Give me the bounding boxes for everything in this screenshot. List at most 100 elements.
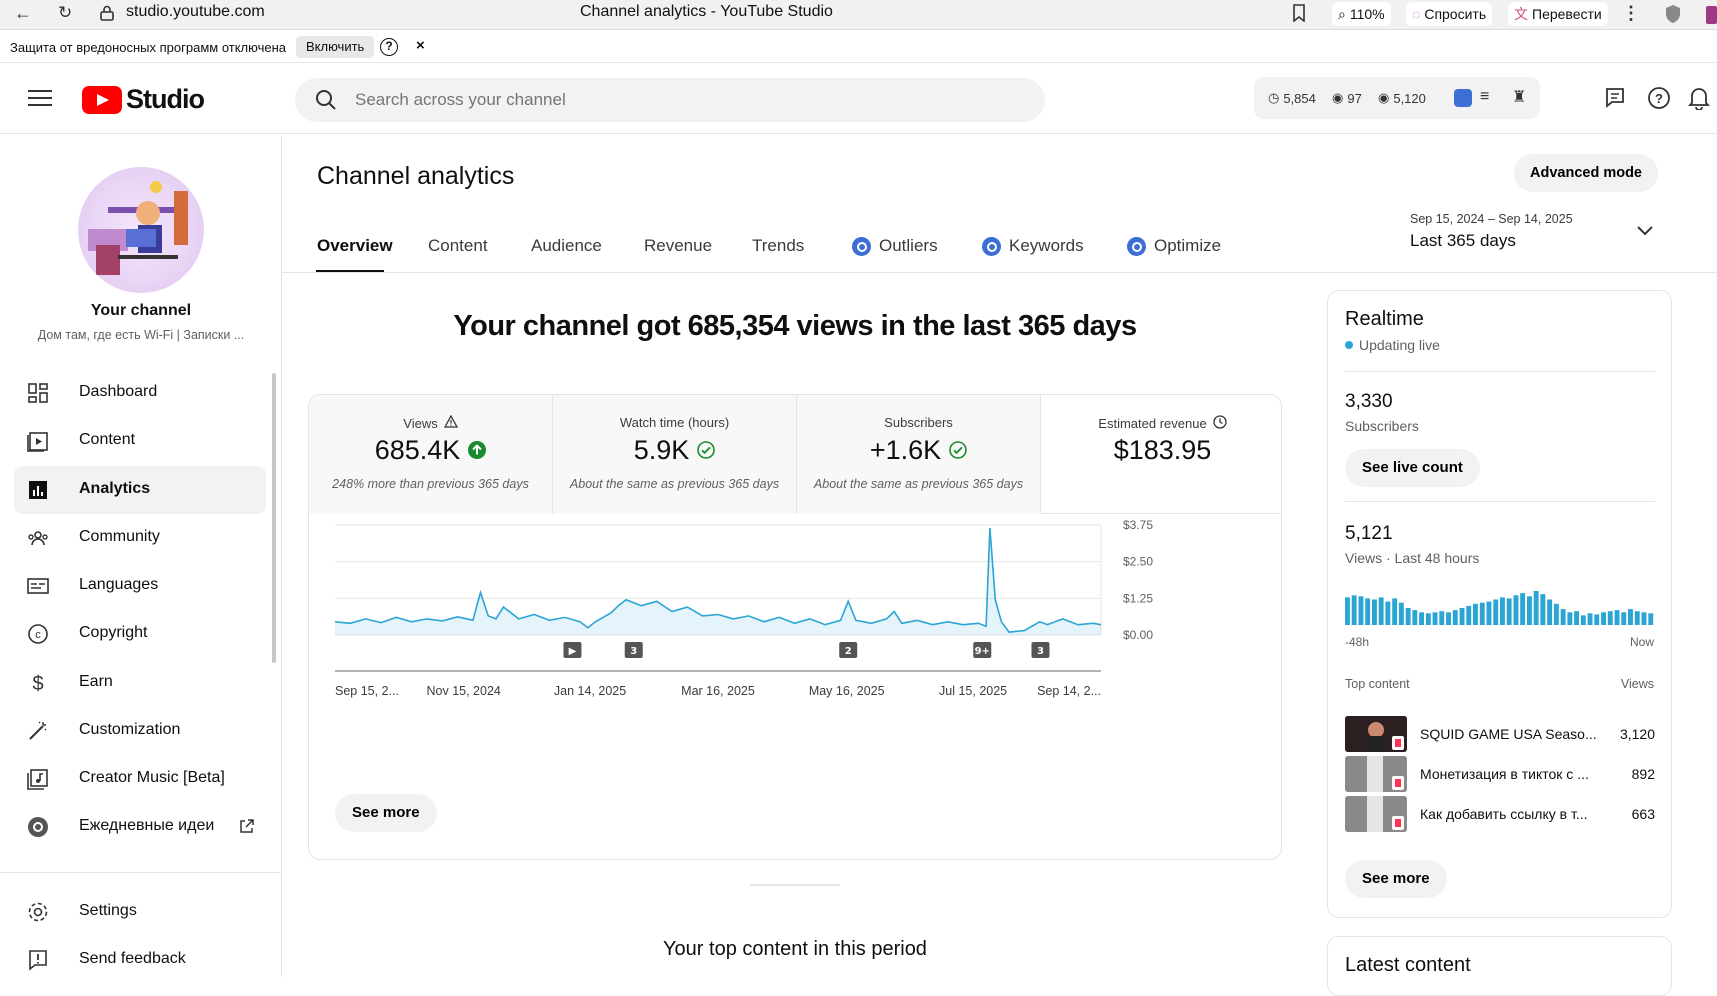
realtime-bar [1533, 591, 1539, 625]
tab-optimize[interactable]: Optimize [1127, 236, 1221, 256]
sidebar-item-customization[interactable]: Customization [14, 707, 266, 755]
x-tick-label: Jul 15, 2025 [939, 684, 1007, 698]
sidebar-item-feedback[interactable]: Send feedback [14, 936, 266, 984]
search-input[interactable] [355, 78, 1015, 122]
x-tick-label: Mar 16, 2025 [681, 684, 755, 698]
vidiq-icon[interactable] [1454, 89, 1472, 107]
realtime-bar [1385, 601, 1391, 625]
timeline-marker-label: 9+ [975, 646, 990, 657]
realtime-bar [1486, 601, 1492, 625]
realtime-bar [1500, 597, 1505, 625]
ask-button[interactable]: ◌ Спросить [1406, 2, 1493, 26]
enable-button[interactable]: Включить [296, 36, 375, 58]
realtime-see-more-button[interactable]: See more [1345, 860, 1447, 898]
tab-outliers[interactable]: Outliers [852, 236, 938, 256]
section-divider [750, 884, 840, 886]
realtime-bar [1405, 608, 1411, 625]
sidebar-item-earn[interactable]: $ Earn [14, 659, 266, 707]
sidebar-item-content[interactable]: Content [14, 417, 266, 465]
active-tab-indicator [316, 270, 384, 273]
page-title: Channel analytics [317, 162, 515, 190]
tab-content[interactable]: Content [428, 236, 488, 255]
watch-stat: ◷ 5,854 [1268, 90, 1316, 106]
search-bar[interactable] [295, 78, 1045, 122]
creator-music-icon [26, 767, 50, 791]
realtime-divider [1345, 501, 1655, 502]
timeline-marker-label: 3 [1037, 646, 1044, 657]
address-bar[interactable]: studio.youtube.com [126, 3, 265, 20]
timeline-marker [839, 642, 858, 658]
tab-audience[interactable]: Audience [531, 236, 602, 255]
metric-watch-time[interactable]: Watch time (hours) 5.9K About the same a… [553, 395, 796, 514]
top-content-item[interactable]: Монетизация в тикток с ... 892 [1345, 756, 1655, 792]
channel-avatar[interactable] [78, 167, 204, 293]
help-icon[interactable]: ? [380, 38, 398, 56]
date-range-picker[interactable]: Sep 15, 2024 – Sep 14, 2025 Last 365 day… [1410, 212, 1573, 251]
chevron-down-icon[interactable] [1636, 224, 1654, 242]
studio-logo[interactable]: Studio [82, 84, 205, 115]
list-icon[interactable]: ≡ [1480, 88, 1490, 105]
realtime-bar [1587, 613, 1593, 625]
top-content-item[interactable]: SQUID GAME USA Seaso... 3,120 [1345, 716, 1655, 752]
sidebar-item-ideas[interactable]: Ежедневные идеи [14, 803, 266, 851]
video-thumbnail [1345, 716, 1407, 752]
menu-icon[interactable] [28, 90, 52, 108]
sidebar-item-community[interactable]: Community [14, 514, 266, 562]
sidebar-item-languages[interactable]: Languages [14, 562, 266, 610]
sidebar: Your channel Дом там, где есть Wi-Fi | З… [0, 135, 282, 977]
sidebar-item-copyright[interactable]: c Copyright [14, 610, 266, 658]
tab-trends[interactable]: Trends [752, 236, 805, 255]
metric-subscribers[interactable]: Subscribers +1.6K About the same as prev… [797, 395, 1040, 514]
sidebar-item-settings[interactable]: Settings [14, 888, 266, 936]
realtime-bar [1567, 612, 1573, 625]
analytics-icon [26, 478, 50, 502]
timeline-marker-label: ▶ [569, 646, 577, 657]
tab-revenue[interactable]: Revenue [644, 236, 713, 255]
trophy-icon[interactable]: ♜ [1512, 89, 1527, 106]
see-more-button[interactable]: See more [335, 794, 437, 832]
shield-icon[interactable] [1664, 4, 1682, 29]
comment-icon[interactable] [1604, 86, 1626, 113]
metric-views[interactable]: Views 685.4K 248% more than previous 365… [309, 395, 552, 514]
copyright-icon: c [26, 622, 50, 646]
see-live-count-button[interactable]: See live count [1345, 449, 1480, 487]
bell-icon[interactable] [1687, 86, 1711, 115]
revenue-chart[interactable]: $3.75 $2.50 $1.25 $0.00 ▶ 3 2 9+ 3 Sep 15, 2... No… [309, 515, 1282, 785]
reload-icon[interactable]: ↻ [58, 3, 73, 22]
top-content-item[interactable]: Как добавить ссылку в т... 663 [1345, 796, 1655, 832]
tab-overview[interactable]: Overview [317, 236, 393, 255]
tab-keywords[interactable]: Keywords [982, 236, 1084, 256]
clock-icon: ◷ [1268, 90, 1280, 105]
help-icon[interactable]: ? [1647, 86, 1671, 115]
realtime-subscribers-label: Subscribers [1345, 418, 1419, 434]
realtime-bar [1580, 615, 1586, 625]
realtime-bar-chart[interactable] [1345, 589, 1655, 625]
views-stat-a: ◉ 97 [1332, 90, 1362, 106]
more-vert-icon[interactable]: ⋮ [1622, 3, 1640, 23]
advanced-mode-button[interactable]: Advanced mode [1514, 154, 1658, 192]
youtube-logo-icon [82, 85, 122, 114]
realtime-bar [1358, 596, 1364, 625]
sidebar-item-creator-music[interactable]: Creator Music [Beta] [14, 755, 266, 803]
zoom-button[interactable]: ⌕ 110% [1332, 2, 1391, 26]
realtime-bar [1473, 603, 1478, 625]
translate-button[interactable]: 文 Перевести [1508, 2, 1608, 26]
gear-icon [26, 900, 50, 924]
realtime-bar [1419, 612, 1424, 625]
sidebar-item-dashboard[interactable]: Dashboard [14, 369, 266, 417]
timeline-marker-label: 3 [630, 646, 637, 657]
realtime-bar [1345, 597, 1350, 625]
sidebar-item-analytics[interactable]: Analytics [14, 466, 266, 514]
profile-icon[interactable] [1706, 6, 1717, 24]
metric-divider [1040, 395, 1041, 514]
realtime-bar [1553, 603, 1559, 625]
back-icon[interactable]: ← [14, 3, 32, 23]
sidebar-scrollbar[interactable] [272, 373, 276, 663]
close-icon[interactable]: × [416, 37, 425, 54]
metric-revenue[interactable]: Estimated revenue $183.95 [1041, 395, 1281, 514]
date-range-label: Last 365 days [1410, 231, 1516, 250]
date-range-text: Sep 15, 2024 – Sep 14, 2025 [1410, 212, 1573, 226]
bookmark-icon[interactable] [1292, 4, 1306, 27]
timeline-marker [624, 642, 643, 658]
vidiq-icon [982, 236, 1001, 256]
